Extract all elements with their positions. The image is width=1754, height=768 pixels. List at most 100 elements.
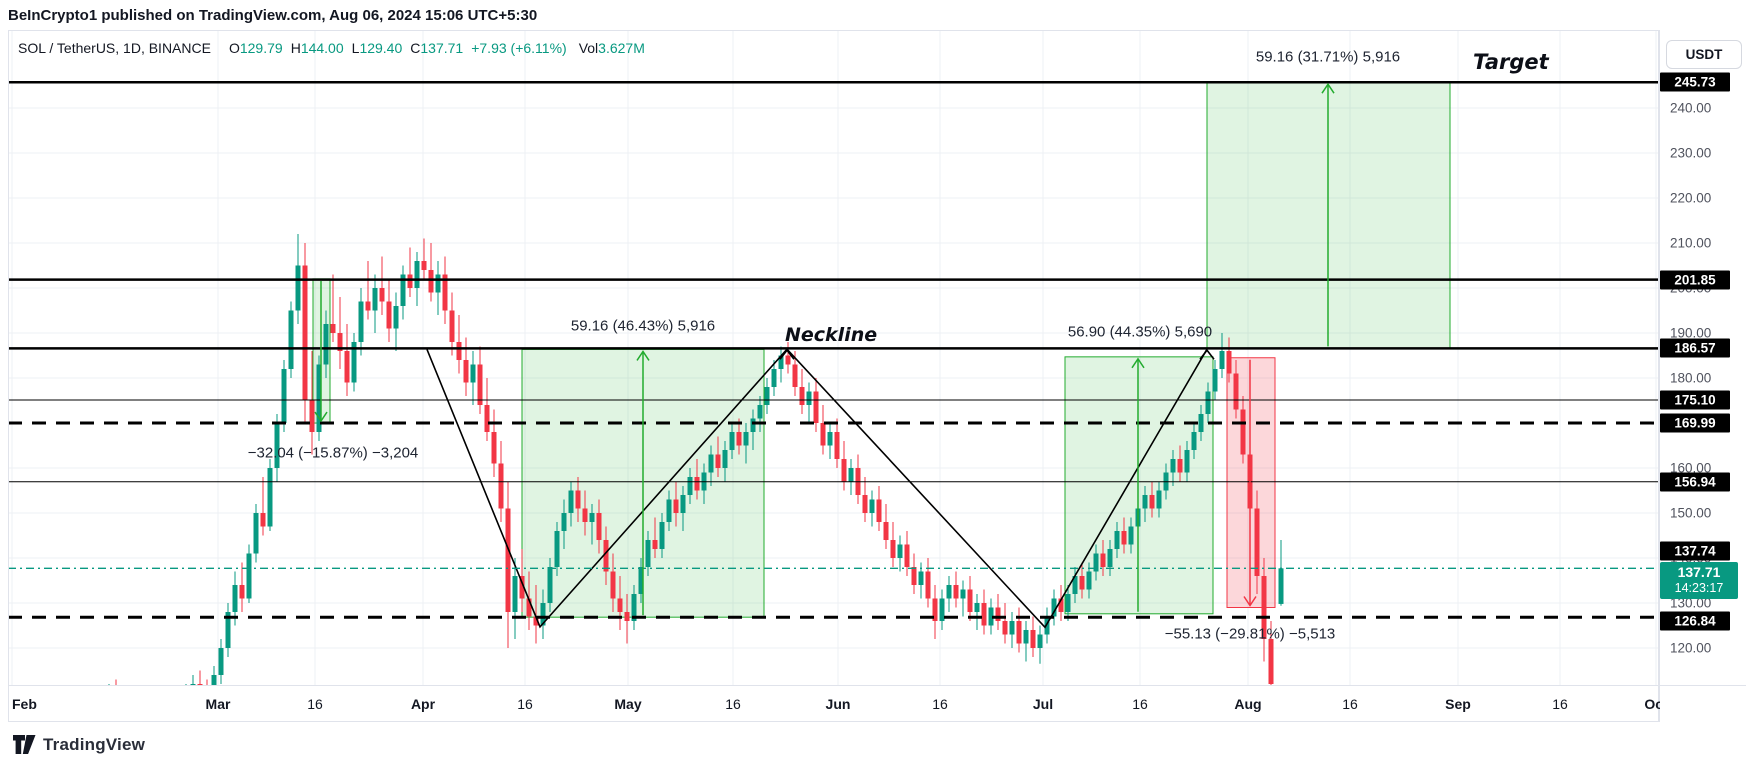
price-axis-label: 210.00	[1670, 235, 1712, 251]
time-axis-label: 16	[307, 696, 323, 712]
candle-body	[1037, 634, 1043, 648]
candle-body	[442, 274, 448, 311]
candle-body	[946, 585, 952, 599]
candle-body	[1002, 621, 1008, 635]
candle-body	[932, 598, 938, 621]
symbol-title: SOL / TetherUS, 1D, BINANCE	[18, 40, 211, 56]
candle-body	[1268, 639, 1274, 684]
level-price-chip: 137.74	[1660, 541, 1730, 561]
candle-body	[484, 405, 490, 432]
candle-body	[771, 369, 777, 387]
ohlc-key: L	[351, 40, 360, 56]
candle-body	[540, 603, 546, 626]
time-axis-label: Aug	[1234, 696, 1262, 712]
candle-body	[876, 499, 882, 522]
candle-body	[715, 454, 721, 468]
measure-label-target-height[interactable]: 59.16 (31.71%) 5,916	[1255, 48, 1401, 66]
candle-body	[281, 369, 287, 423]
measurement-arrows	[314, 82, 1335, 616]
candle-body	[1058, 598, 1064, 612]
time-axis-label: 16	[1342, 696, 1358, 712]
candle-body	[456, 342, 462, 360]
candle-body	[365, 301, 371, 311]
candle-body	[631, 594, 637, 621]
candle-body	[1030, 630, 1036, 648]
candle-body	[1114, 531, 1120, 549]
time-axis-label: Feb	[12, 696, 37, 712]
candle-body	[729, 432, 735, 450]
candle-body	[1212, 369, 1218, 392]
measure-label-left-height[interactable]: 59.16 (46.43%) 5,916	[570, 317, 716, 335]
candle-body	[379, 288, 385, 302]
candle-body	[414, 261, 420, 288]
price-axis-separator	[1659, 30, 1660, 722]
ohlc-value: 129.40	[359, 40, 403, 56]
candle-body	[232, 585, 238, 612]
ohlc-value: 144.00	[300, 40, 344, 56]
candle-body	[1233, 373, 1239, 410]
candle-body	[1149, 495, 1155, 509]
time-axis-label: May	[614, 696, 642, 712]
candle-body	[1278, 568, 1284, 604]
candle-body	[848, 468, 854, 482]
current-price-chip: 137.71 14:23:17	[1660, 562, 1738, 600]
candle-body	[953, 585, 959, 599]
candle-body	[575, 490, 581, 509]
candle-body	[750, 418, 756, 432]
candle-body	[883, 522, 889, 540]
candle-body	[645, 540, 651, 567]
candle-body	[260, 513, 266, 527]
candle-body	[407, 274, 413, 288]
publish-byline: BeInCrypto1 published on TradingView.com…	[8, 7, 538, 24]
ohlc-value: 129.79	[239, 40, 283, 56]
candle-body	[197, 684, 203, 685]
time-axis-label: 16	[932, 696, 948, 712]
time-axis-label: 16	[1132, 696, 1148, 712]
candle-body	[785, 355, 791, 365]
price-axis-label: 130.00	[1670, 595, 1712, 611]
candle-body	[680, 495, 686, 513]
target-pattern-label[interactable]: Target	[1473, 50, 1549, 74]
candle-body	[533, 616, 539, 626]
candle-body	[295, 265, 301, 311]
candle-body	[393, 306, 399, 329]
measurement-boxes	[312, 81, 1451, 618]
measure-label-mid-height[interactable]: 56.90 (44.35%) 5,690	[1067, 323, 1213, 341]
candle-body	[225, 612, 231, 648]
candle-body	[1170, 459, 1176, 473]
tradingview-logo[interactable]: TradingView	[13, 735, 145, 755]
candle-body	[1184, 450, 1190, 473]
candle-body	[1177, 459, 1183, 473]
candle-body	[547, 567, 553, 603]
time-axis[interactable]: Feb Mar 16 Apr 16 May 16 Jun 16 Jul 16 Aug 16 Sep 16 Oc…	[0, 686, 1660, 722]
chart-plot-area[interactable]	[8, 30, 1659, 734]
currency-toggle-button[interactable]: USDT	[1666, 40, 1742, 69]
tradingview-logo-text: TradingView	[43, 735, 146, 754]
candle-body	[666, 499, 672, 522]
candle-body	[449, 310, 455, 342]
candle-body	[1219, 351, 1225, 369]
price-level-lines[interactable]	[8, 80, 1659, 619]
candle-body	[1051, 598, 1057, 617]
price-axis-label: 230.00	[1670, 145, 1712, 161]
time-axis-label: Sep	[1445, 696, 1471, 712]
candle-body	[1044, 616, 1050, 635]
candle-body	[1142, 495, 1148, 509]
ohlc-value: 137.71	[420, 40, 464, 56]
candle-body	[274, 423, 280, 468]
candle-body	[512, 576, 518, 612]
candle-body	[421, 261, 427, 270]
candle-body	[267, 468, 273, 527]
measure-label-feb-pullback[interactable]: −32.04 (−15.87%) −3,204	[247, 444, 419, 462]
candle-body	[1240, 409, 1246, 455]
level-price-chip: 175.10	[1660, 390, 1730, 410]
candle-body	[561, 513, 567, 531]
candle-body	[351, 342, 357, 383]
candle-body	[974, 603, 980, 612]
measure-label-aug-drop[interactable]: −55.13 (−29.81%) −5,513	[1164, 625, 1336, 643]
candle-body	[1226, 351, 1232, 374]
neckline-pattern-label[interactable]: Neckline	[785, 324, 878, 346]
candle-body	[939, 598, 945, 621]
time-axis-separator	[8, 685, 1746, 686]
